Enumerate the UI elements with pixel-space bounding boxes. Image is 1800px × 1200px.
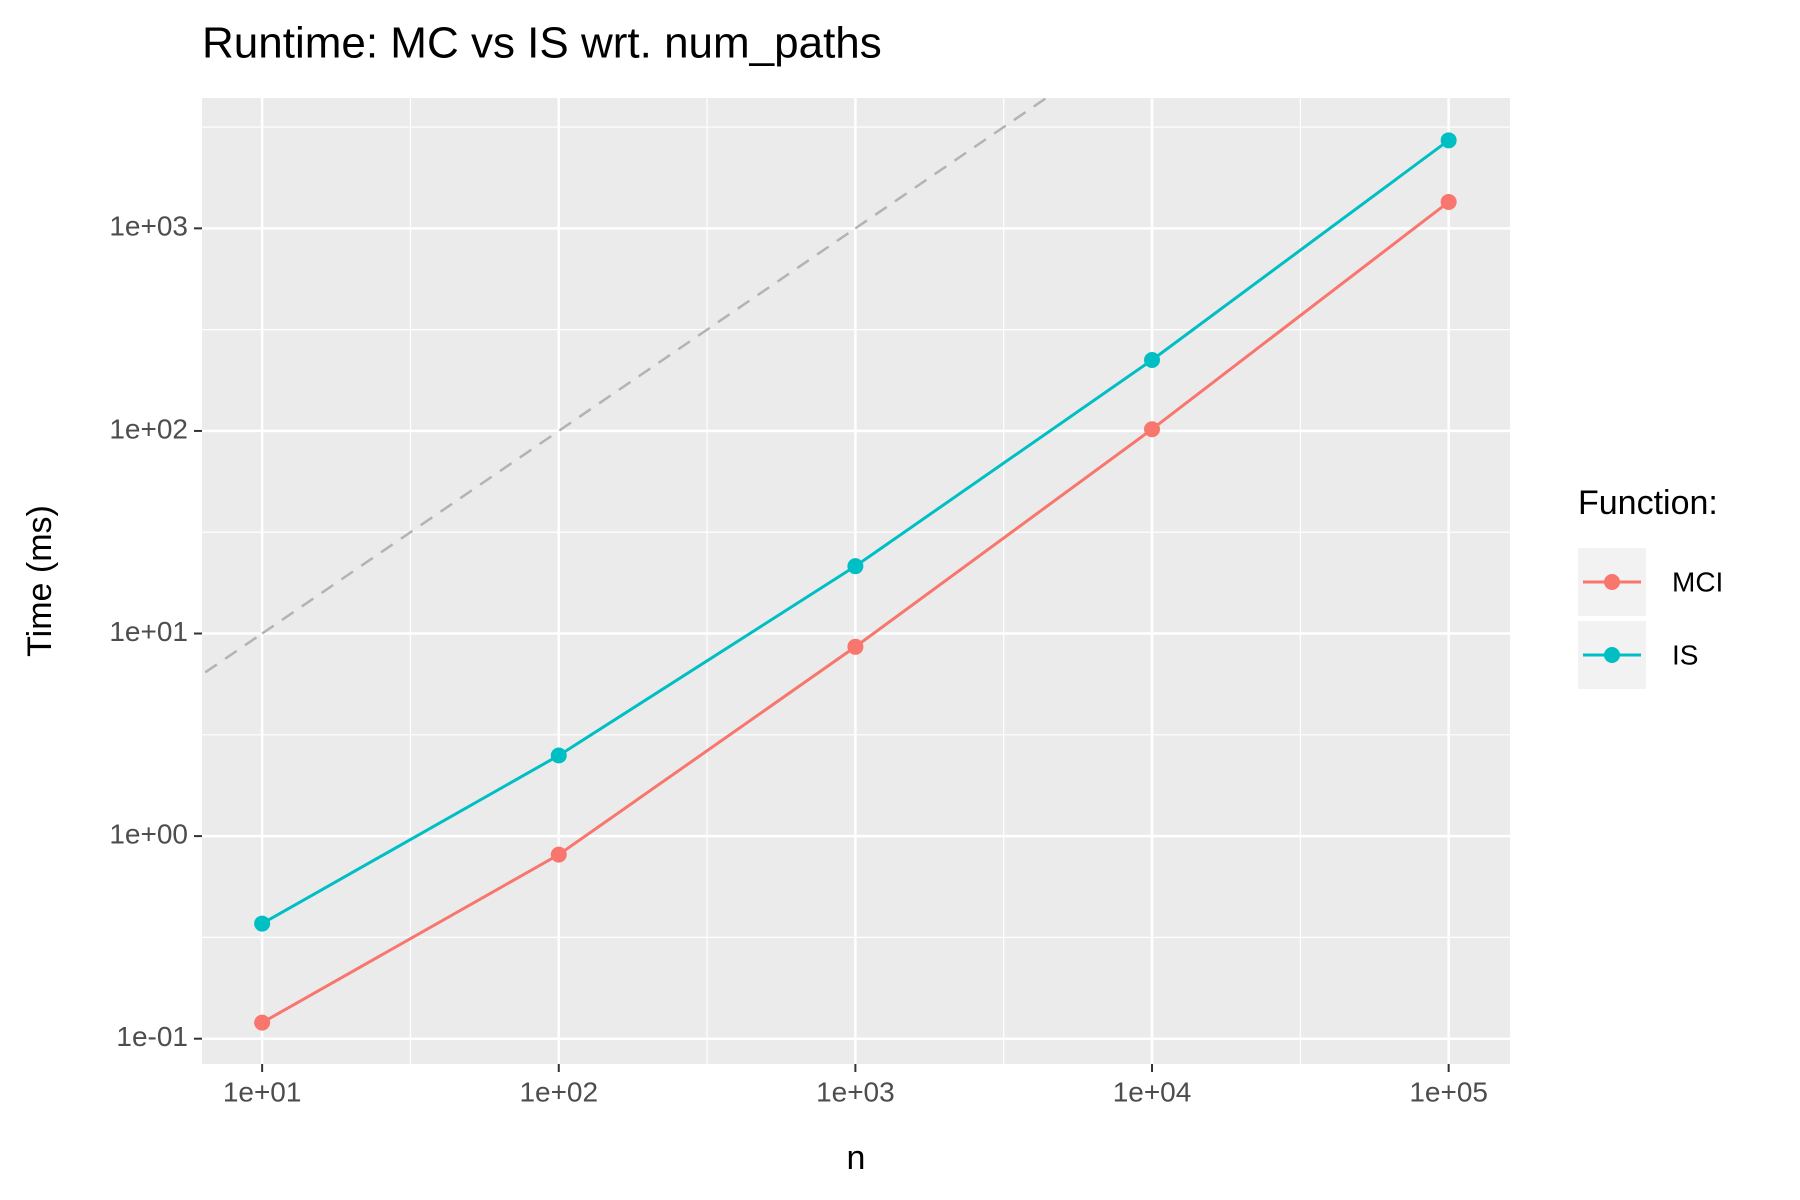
x-tick-label: 1e+03: [816, 1076, 895, 1107]
legend-label: IS: [1672, 639, 1698, 670]
data-point: [254, 1014, 271, 1031]
chart-title: Runtime: MC vs IS wrt. num_paths: [202, 19, 882, 68]
legend-point: [1604, 647, 1620, 663]
legend-point: [1604, 574, 1620, 590]
y-axis-title: Time (ms): [21, 505, 59, 657]
x-axis-title: n: [847, 1139, 866, 1177]
data-point: [1440, 193, 1457, 210]
data-point: [254, 915, 271, 932]
legend-label: MCI: [1672, 566, 1723, 597]
y-tick-label: 1e+02: [109, 413, 188, 444]
data-point: [1144, 421, 1161, 438]
x-tick-label: 1e+02: [519, 1076, 598, 1107]
legend-title: Function:: [1578, 484, 1718, 522]
x-tick-label: 1e+04: [1113, 1076, 1192, 1107]
x-tick-label: 1e+05: [1409, 1076, 1488, 1107]
y-tick-label: 1e+03: [109, 211, 188, 242]
data-point: [1144, 351, 1161, 368]
x-tick-label: 1e+01: [223, 1076, 302, 1107]
data-point: [847, 638, 864, 655]
y-tick-label: 1e+01: [109, 616, 188, 647]
data-point: [550, 846, 567, 863]
y-tick-label: 1e+00: [109, 818, 188, 849]
data-point: [1440, 132, 1457, 149]
y-tick-label: 1e-01: [116, 1021, 188, 1052]
data-point: [847, 558, 864, 575]
data-point: [550, 747, 567, 764]
